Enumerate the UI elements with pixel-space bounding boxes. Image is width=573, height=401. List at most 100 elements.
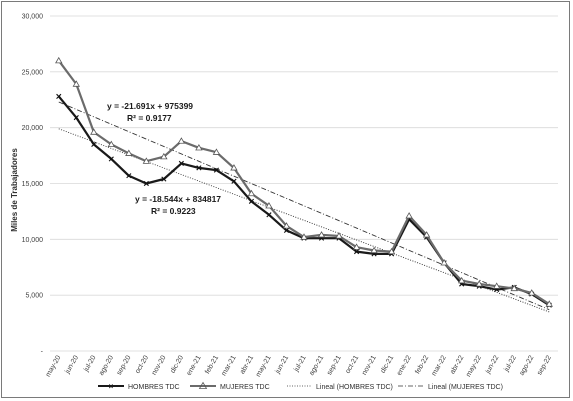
point-mark: [126, 173, 132, 179]
data-point: [528, 289, 536, 296]
x-tick-label: ene-22: [396, 354, 413, 376]
x-tick-label: jun-22: [484, 354, 500, 375]
data-point: [160, 152, 168, 160]
x-tick-label: ago-20: [98, 354, 115, 376]
point-mark: [231, 178, 237, 184]
data-point: [142, 157, 151, 164]
hombres-trend-equation: y = -18.544x + 834817: [135, 194, 221, 204]
data-point: [353, 249, 360, 255]
data-point: [440, 258, 448, 266]
data-point: [108, 156, 114, 162]
legend-marker-x: ×: [109, 382, 114, 391]
legend-item-trend-hombres: Lineal (HOMBRES TDC): [287, 384, 393, 391]
y-tick-label: 5,000: [25, 293, 43, 300]
data-point: [213, 167, 220, 173]
x-tick-label: may-20: [45, 354, 63, 378]
trendline-equations: y = -21.691x + 975399 R² = 0.9177 y = -1…: [107, 101, 221, 216]
x-tick-label: jul-22: [503, 354, 518, 373]
point-mark: [266, 212, 272, 218]
data-point: [178, 160, 184, 166]
y-tick-label: 15,000: [22, 181, 44, 188]
data-point: [335, 232, 343, 239]
data-point: [90, 128, 98, 135]
trendline: [58, 128, 550, 313]
x-tick-label: abr-22: [449, 354, 465, 375]
y-tick-label: 25,000: [22, 69, 44, 76]
point-mark: [143, 180, 149, 187]
trendlines: [58, 101, 550, 313]
point-mark: [91, 141, 97, 148]
trendline: [58, 101, 550, 311]
x-tick-label: jun-20: [64, 354, 80, 375]
x-tick-label: mar-22: [431, 354, 448, 377]
x-tick-label: feb-21: [204, 354, 220, 375]
x-tick-label: sep-21: [326, 354, 343, 376]
data-point: [91, 141, 97, 148]
data-point: [265, 202, 273, 209]
data-point: [230, 164, 238, 171]
data-point: [266, 212, 272, 218]
hombres-trend-r2: R² = 0.9223: [151, 206, 196, 216]
point-mark: [161, 176, 167, 182]
x-tick-label: nov-20: [151, 354, 168, 376]
x-tick-label: abr-21: [239, 354, 255, 375]
data-point: [317, 231, 326, 238]
y-axis-ticks: - 5,000 10,000 15,000 20,000 25,000 30,000: [22, 14, 44, 356]
x-tick-label: sep-20: [116, 354, 133, 376]
data-point: [405, 212, 413, 219]
x-tick-label: may-21: [255, 354, 273, 378]
x-tick-label: oct-21: [344, 354, 360, 374]
x-axis-ticks: may-20 jun-20 jul-20 ago-20 sep-20 oct-20 nov-…: [45, 354, 553, 378]
data-point: [422, 231, 431, 238]
x-tick-label: feb-22: [414, 354, 430, 375]
data-point: [107, 140, 116, 148]
data-point: [370, 246, 378, 254]
data-point: [125, 149, 133, 156]
data-point: [126, 173, 132, 179]
data-point: [56, 93, 62, 99]
x-tick-label: sep-22: [536, 354, 553, 376]
legend-item-trend-mujeres: Lineal (MUJERES TDC): [398, 384, 503, 391]
data-point: [143, 180, 149, 187]
legend-label-hombres: HOMBRES TDC: [128, 384, 180, 391]
x-tick-label: ago-22: [518, 354, 535, 376]
data-point: [55, 56, 63, 64]
x-tick-label: nov-21: [361, 354, 378, 376]
data-point: [212, 148, 221, 155]
data-point: [73, 115, 79, 121]
legend-item-mujeres: MUJERES TDC: [190, 381, 270, 391]
data-point: [161, 176, 167, 182]
legend-marker-triangle: [198, 381, 208, 389]
data-point: [457, 276, 466, 284]
series-line: [57, 60, 550, 306]
data-point: [282, 222, 291, 229]
gridlines: [50, 15, 558, 352]
point-mark: [56, 93, 62, 99]
x-tick-label: oct-20: [134, 354, 150, 374]
legend: × HOMBRES TDC MUJERES TDC Lineal (HOMBRE…: [98, 381, 503, 391]
data-point: [300, 233, 308, 240]
point-mark: [353, 249, 360, 255]
x-tick-label: mar-21: [221, 354, 238, 377]
point-mark: [178, 160, 184, 166]
point-mark: [73, 115, 79, 121]
y-axis-label: Miles de Trabajadores: [10, 148, 19, 232]
data-point: [545, 300, 553, 307]
y-tick-label: 10,000: [22, 237, 44, 244]
y-tick-label: -: [41, 349, 44, 356]
mujeres-trend-equation: y = -21.691x + 975399: [107, 101, 193, 111]
point-mark: [248, 198, 255, 204]
data-point: [283, 227, 290, 233]
point-mark: [283, 227, 290, 233]
data-point: [248, 198, 255, 204]
x-tick-label: ago-21: [308, 354, 325, 376]
legend-item-hombres: × HOMBRES TDC: [98, 382, 180, 391]
x-tick-label: jul-21: [293, 354, 308, 373]
x-tick-label: jul-20: [82, 354, 97, 373]
point-mark: [108, 156, 114, 162]
y-tick-label: 20,000: [22, 125, 44, 132]
y-tick-label: 30,000: [22, 14, 44, 21]
data-point: [177, 137, 186, 144]
x-tick-label: ene-21: [186, 354, 203, 376]
